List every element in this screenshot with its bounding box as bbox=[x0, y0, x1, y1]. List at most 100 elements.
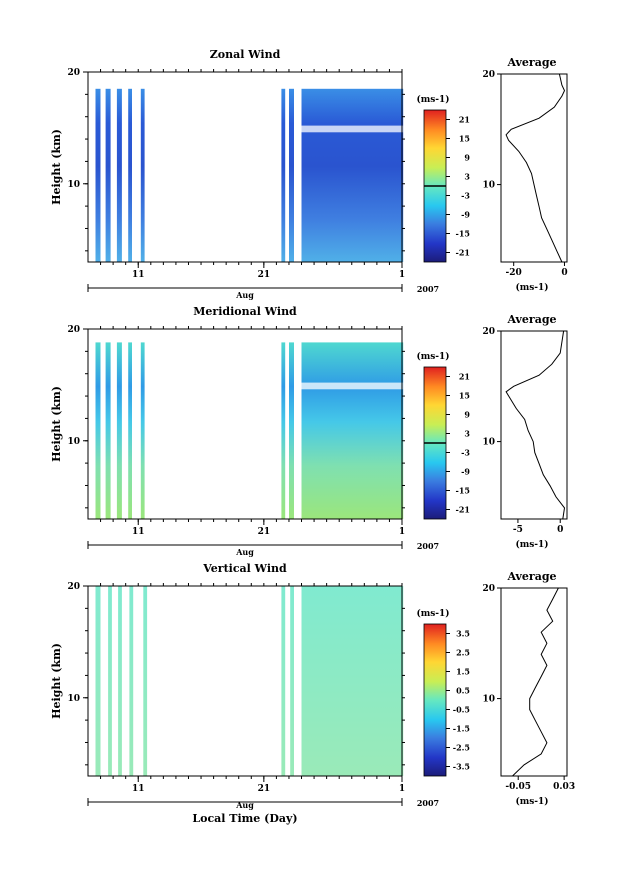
colorbar-tick-label: -2.5 bbox=[453, 743, 470, 753]
month-label: Aug bbox=[235, 290, 254, 300]
year-label: 2007 bbox=[417, 541, 439, 551]
plot-frame bbox=[87, 71, 403, 263]
x-tick-label: 11 bbox=[132, 784, 145, 794]
y-axis-ticks: 10 20 bbox=[67, 68, 405, 252]
heat-column bbox=[95, 342, 101, 519]
y-axis-ticks: 10 20 bbox=[67, 325, 405, 509]
average-title: Average bbox=[506, 56, 556, 69]
heatmap-zonal bbox=[95, 88, 404, 262]
colorbar-tick-label: -21 bbox=[456, 248, 470, 258]
avg-profile-line bbox=[512, 587, 559, 777]
x-tick-label: 21 bbox=[258, 527, 271, 537]
y-axis-label: Height (km) bbox=[50, 129, 63, 205]
avg-ticks: 10 20 -20 0 bbox=[482, 70, 567, 278]
colorbar-tick-label: 3 bbox=[464, 429, 470, 439]
x-axis-ticks: 11 21 1 bbox=[100, 583, 405, 794]
y-tick-label: 10 bbox=[67, 694, 80, 704]
month-label: Aug bbox=[235, 547, 254, 557]
avg-y-tick-label: 10 bbox=[482, 438, 495, 448]
heat-column bbox=[281, 342, 286, 519]
heat-column bbox=[95, 586, 101, 776]
heat-column bbox=[289, 88, 294, 262]
heat-column bbox=[129, 586, 134, 776]
avg-frame bbox=[500, 587, 568, 777]
plot-frame bbox=[87, 328, 403, 520]
avg-xlabel: (ms-1) bbox=[515, 796, 548, 807]
colorbar: (ms-1) 21 15 9 3 -3 -9 -15 -21 bbox=[416, 94, 470, 263]
colorbar-unit: (ms-1) bbox=[416, 94, 449, 105]
heat-column bbox=[281, 586, 286, 776]
time-axis-bar: Aug 2007 bbox=[87, 541, 439, 557]
y-axis-ticks: 10 20 bbox=[67, 582, 405, 766]
colorbar-tick-label: -1.5 bbox=[453, 724, 470, 734]
colorbar-tick-label: 21 bbox=[459, 372, 470, 382]
chart-title: Vertical Wind bbox=[202, 562, 287, 575]
colorbar-tick-label: 3 bbox=[464, 172, 470, 182]
avg-y-tick-label: 20 bbox=[482, 584, 495, 594]
colorbar-tick-label: -9 bbox=[461, 467, 470, 477]
colorbar-tick-label: -9 bbox=[461, 210, 470, 220]
x-axis-label: Local Time (Day) bbox=[192, 812, 297, 825]
x-tick-label: 1 bbox=[399, 527, 405, 537]
colorbar-tick-label: -21 bbox=[456, 505, 470, 515]
avg-y-tick-label: 20 bbox=[482, 327, 495, 337]
colorbar-unit: (ms-1) bbox=[416, 608, 449, 619]
x-tick-label: 21 bbox=[258, 270, 271, 280]
x-tick-label: 11 bbox=[132, 270, 145, 280]
colorbar-ticks: 21 15 9 3 -3 -9 -15 -21 bbox=[446, 372, 470, 515]
avg-x-tick-label: 0.03 bbox=[553, 782, 575, 792]
colorbar-tick-label: -15 bbox=[456, 486, 470, 496]
avg-y-tick-label: 20 bbox=[482, 70, 495, 80]
avg-profile-line bbox=[505, 330, 566, 520]
colorbar-unit: (ms-1) bbox=[416, 351, 449, 362]
heat-column bbox=[95, 88, 101, 262]
avg-ticks: 10 20 -0.05 0.03 bbox=[482, 584, 575, 792]
colorbar-tick-label: 15 bbox=[459, 391, 470, 401]
colorbar-ticks: 3.5 2.5 1.5 0.5 -0.5 -1.5 -2.5 -3.5 bbox=[446, 629, 470, 772]
avg-xlabel: (ms-1) bbox=[515, 282, 548, 293]
heat-column bbox=[301, 88, 404, 262]
heat-column bbox=[128, 88, 132, 262]
y-axis-label: Height (km) bbox=[50, 643, 63, 719]
heat-column bbox=[108, 586, 112, 776]
average-title: Average bbox=[506, 313, 556, 326]
heat-column bbox=[301, 342, 404, 519]
x-tick-label: 1 bbox=[399, 270, 405, 280]
avg-frame bbox=[500, 330, 568, 520]
panel-meridional-wind: Meridional Wind 10 20 Height (km) 11 21 1 A… bbox=[50, 305, 470, 557]
avg-xlabel: (ms-1) bbox=[515, 539, 548, 550]
colorbar-tick-label: -3 bbox=[461, 448, 470, 458]
heat-column bbox=[290, 586, 294, 776]
colorbar-tick-label: 9 bbox=[464, 153, 470, 163]
heat-column bbox=[289, 342, 294, 519]
y-tick-label: 20 bbox=[67, 325, 80, 335]
colorbar-tick-label: -3 bbox=[461, 191, 470, 201]
avg-y-tick-label: 10 bbox=[482, 695, 495, 705]
colorbar-tick-label: 15 bbox=[459, 134, 470, 144]
y-axis-label: Height (km) bbox=[50, 386, 63, 462]
avg-profile-line bbox=[505, 73, 566, 263]
colorbar: (ms-1) 21 15 9 3 -3 -9 -15 -21 bbox=[416, 351, 470, 520]
heat-column bbox=[116, 88, 122, 262]
data-gap-band bbox=[301, 382, 404, 390]
x-axis-ticks: 11 21 1 bbox=[100, 326, 405, 537]
heat-column bbox=[140, 342, 145, 519]
chart-title: Meridional Wind bbox=[193, 305, 297, 318]
avg-ticks: 10 20 -5 0 bbox=[482, 327, 563, 535]
time-axis-bar: Aug 2007 bbox=[87, 284, 439, 300]
panel-vertical-wind: Vertical Wind 10 20 Height (km) 11 21 1 Aug… bbox=[50, 562, 470, 825]
colorbar-tick-label: -3.5 bbox=[453, 762, 470, 772]
heatmap-meridional bbox=[95, 342, 404, 519]
heat-column bbox=[105, 342, 111, 519]
panel-vertical-average: Average 10 20 -0.05 0.03 (ms-1) bbox=[482, 570, 575, 807]
heat-column bbox=[105, 88, 111, 262]
heat-column bbox=[116, 342, 122, 519]
year-label: 2007 bbox=[417, 798, 439, 808]
avg-x-tick-label: -0.05 bbox=[505, 782, 531, 792]
colorbar-tick-label: 1.5 bbox=[456, 667, 470, 677]
colorbar-tick-label: 0.5 bbox=[456, 686, 470, 696]
heat-column bbox=[118, 586, 122, 776]
chart-title: Zonal Wind bbox=[210, 48, 281, 61]
average-title: Average bbox=[506, 570, 556, 583]
